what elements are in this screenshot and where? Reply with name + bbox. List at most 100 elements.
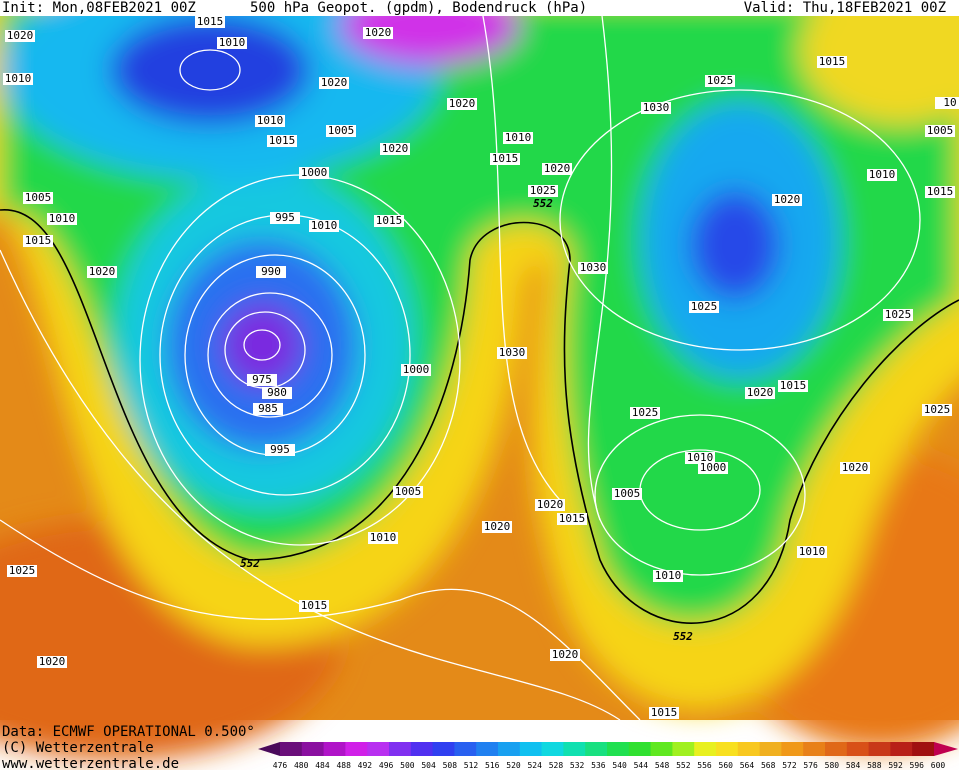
colorbar-cell <box>410 742 434 756</box>
isobar-label: 1025 <box>632 406 659 419</box>
colorbar-label: 568 <box>761 761 776 770</box>
label-box <box>447 98 477 110</box>
colorbar-cell <box>628 742 652 756</box>
colorbar-cell <box>825 742 848 756</box>
colorbar-label: 540 <box>612 761 627 770</box>
colorbar-cell <box>498 742 521 756</box>
label-box <box>503 132 533 144</box>
isobar-label: 1005 <box>395 485 422 498</box>
isobar-label: 985 <box>258 402 278 415</box>
colorbar-label: 576 <box>803 761 818 770</box>
isobar-label: 1025 <box>9 564 36 577</box>
label-box <box>772 194 802 206</box>
isobar-label: 1020 <box>544 162 571 175</box>
label-box <box>262 387 292 399</box>
colorbar-label: 532 <box>570 761 585 770</box>
contour-label: 552 <box>240 557 260 570</box>
label-box <box>299 167 329 179</box>
colorbar-label: 596 <box>910 761 925 770</box>
label-box <box>7 565 37 577</box>
isobar-label: 1010 <box>799 545 826 558</box>
isobar-label: 975 <box>252 373 272 386</box>
isobar-label: 1015 <box>25 234 52 247</box>
label-box <box>685 452 715 464</box>
colorbar-cell <box>476 742 499 756</box>
colorbar-cell <box>432 742 455 756</box>
isobar-label: 1020 <box>747 386 774 399</box>
isobar-label: 1020 <box>365 26 392 39</box>
isobar-label: 1025 <box>530 184 557 197</box>
isobar-label: 1015 <box>559 512 586 525</box>
colorbar-label: 504 <box>421 761 436 770</box>
isobar-label: 1015 <box>819 55 846 68</box>
colorbar-cell <box>912 742 935 756</box>
isobar-label: 1020 <box>39 655 66 668</box>
label-box <box>817 56 847 68</box>
isobar-label: 1000 <box>700 461 727 474</box>
label-box <box>745 387 775 399</box>
colorbar-label: 548 <box>655 761 670 770</box>
colorbar-label: 588 <box>867 761 882 770</box>
colorbar-cell <box>280 742 303 756</box>
colorbar-label: 480 <box>294 761 309 770</box>
isobar-label: 1000 <box>301 166 328 179</box>
isobar-label: 1020 <box>382 142 409 155</box>
isobar-label: 990 <box>261 265 281 278</box>
isobar <box>207 292 333 418</box>
isobar-label: 1020 <box>537 498 564 511</box>
colorbar-label: 600 <box>931 761 946 770</box>
colorbar-label: 512 <box>464 761 479 770</box>
isobar-label: 1025 <box>924 403 951 416</box>
label-box <box>87 266 117 278</box>
isobar-label: 1020 <box>842 461 869 474</box>
label-box <box>883 309 913 321</box>
colorbar-label: 484 <box>315 761 330 770</box>
isobar-label: 1015 <box>301 599 328 612</box>
colorbar-cell <box>672 742 695 756</box>
label-box <box>705 75 735 87</box>
isobar-label: 1030 <box>643 101 670 114</box>
label-box <box>3 73 33 85</box>
label-box <box>5 30 35 42</box>
label-box <box>550 649 580 661</box>
website: www.wetterzentrale.de <box>2 756 179 770</box>
colorbar-arrow <box>934 742 958 756</box>
label-box <box>401 364 431 376</box>
colorbar-label: 564 <box>740 761 755 770</box>
colorbar-label: 584 <box>846 761 861 770</box>
colorbar-cell <box>803 742 826 756</box>
isobar-label: 1010 <box>49 212 76 225</box>
colorbar-label: 516 <box>485 761 500 770</box>
init-time: Init: Mon,08FEB2021 00Z <box>2 0 196 16</box>
colorbar-cell <box>781 742 804 756</box>
colorbar-label: 524 <box>527 761 542 770</box>
map-title: 500 hPa Geopot. (gpdm), Bodendruck (hPa) <box>250 0 587 16</box>
colorbar-cell <box>737 742 761 756</box>
isobar-label: 1005 <box>927 124 954 137</box>
label-box <box>23 235 53 247</box>
colorbar-label: 500 <box>400 761 415 770</box>
colorbar-label: 488 <box>336 761 351 770</box>
isobar-label: 1010 <box>687 451 714 464</box>
contour-label: 552 <box>533 197 553 210</box>
colorbar-cell <box>323 742 346 756</box>
isobar-label: 1010 <box>655 569 682 582</box>
colorbar-label: 476 <box>273 761 288 770</box>
label-box <box>393 486 423 498</box>
label-box <box>797 546 827 558</box>
isobar-label: 1020 <box>484 520 511 533</box>
colorbar-cell <box>454 742 477 756</box>
label-box <box>840 462 870 474</box>
copyright: (C) Wetterzentrale <box>2 740 154 756</box>
label-box <box>380 143 410 155</box>
isobar-label: 980 <box>267 386 287 399</box>
label-box <box>630 407 660 419</box>
colorbar-cell <box>716 742 739 756</box>
colorbar-cell <box>890 742 913 756</box>
colorbar-cell <box>301 742 325 756</box>
east-core <box>690 190 780 300</box>
label-box <box>319 77 349 89</box>
isobar <box>179 49 241 91</box>
label-box <box>482 521 512 533</box>
